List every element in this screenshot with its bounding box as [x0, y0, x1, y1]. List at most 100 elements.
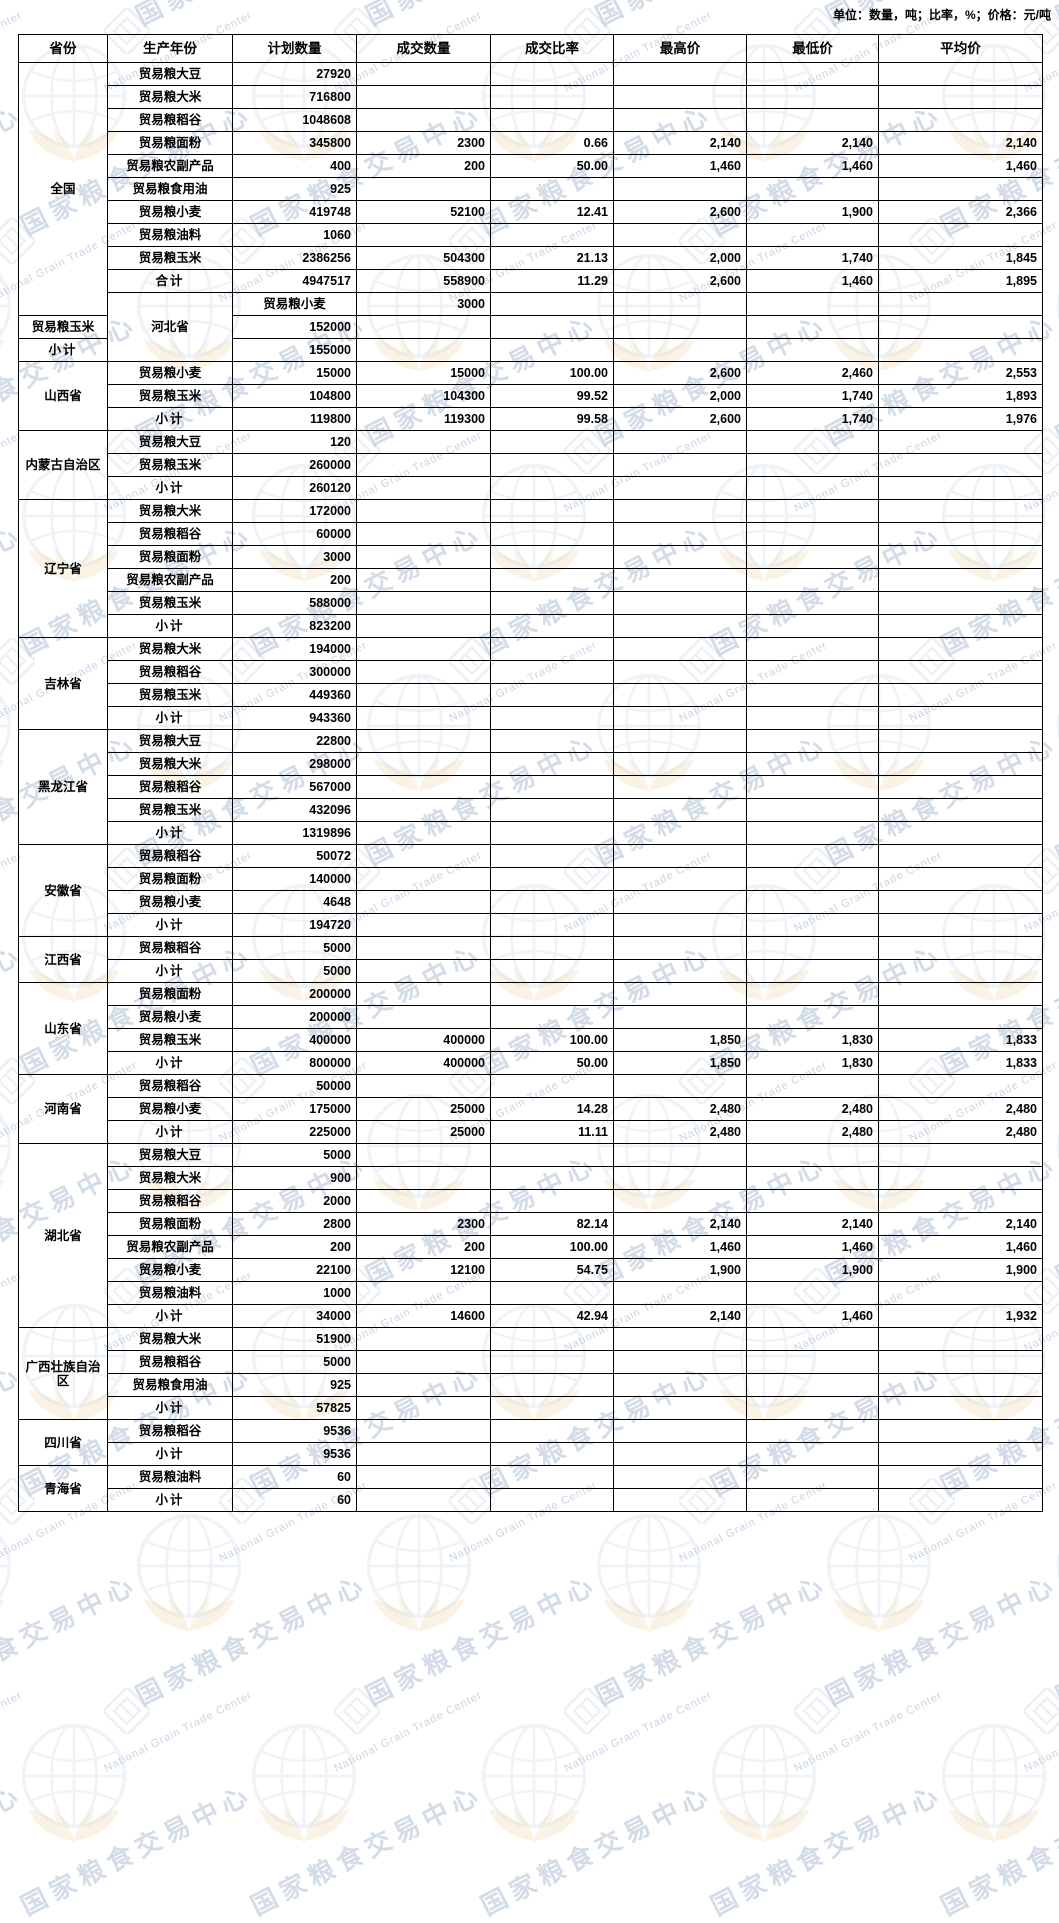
- cell-high-price: [614, 868, 747, 891]
- cell-deal-rate: [491, 730, 614, 753]
- cell-high-price: [614, 86, 747, 109]
- cell-plan-quantity: 3000: [233, 546, 357, 569]
- cell-deal-rate: 100.00: [491, 1029, 614, 1052]
- cell-avg-price: [879, 1282, 1043, 1305]
- cell-category: 贸易粮面粉: [108, 132, 233, 155]
- cell-deal-quantity: [357, 523, 491, 546]
- cell-plan-quantity: 119800: [233, 408, 357, 431]
- cell-category: 贸易粮农副产品: [108, 1236, 233, 1259]
- cell-province: 河北省: [108, 293, 233, 362]
- cell-avg-price: [879, 1489, 1043, 1512]
- watermark-cn-text: 国家粮食交易中心: [1049, 304, 1059, 453]
- cell-deal-rate: [491, 1006, 614, 1029]
- cell-low-price: [747, 1144, 879, 1167]
- watermark-cn-text: 国家粮食交易中心: [704, 1774, 949, 1923]
- cell-deal-rate: [491, 1374, 614, 1397]
- cell-deal-rate: [491, 776, 614, 799]
- cell-deal-quantity: [357, 1328, 491, 1351]
- cell-deal-quantity: [357, 845, 491, 868]
- watermark-cn-text: 国家粮食交易中心: [359, 1564, 604, 1713]
- cell-category: 小计: [108, 615, 233, 638]
- cell-low-price: [747, 1489, 879, 1512]
- cell-low-price: 1,830: [747, 1029, 879, 1052]
- cell-category: 贸易粮面粉: [108, 1213, 233, 1236]
- cell-deal-quantity: [357, 1190, 491, 1213]
- cell-low-price: [747, 1190, 879, 1213]
- cell-high-price: [614, 914, 747, 937]
- cell-deal-quantity: 200: [357, 155, 491, 178]
- watermark-wheat-icon: [827, 1582, 931, 1632]
- column-header-deal-qty: 成交数量: [357, 35, 491, 63]
- cell-high-price: [614, 822, 747, 845]
- cell-deal-quantity: [357, 1420, 491, 1443]
- cell-category: 贸易粮稻谷: [108, 109, 233, 132]
- cell-avg-price: [879, 776, 1043, 799]
- cell-province: 四川省: [19, 1420, 108, 1466]
- cell-deal-rate: [491, 615, 614, 638]
- cell-low-price: [747, 1420, 879, 1443]
- cell-category: 贸易粮玉米: [108, 592, 233, 615]
- cell-high-price: 2,140: [614, 1305, 747, 1328]
- cell-plan-quantity: 1048608: [233, 109, 357, 132]
- cell-high-price: 1,900: [614, 1259, 747, 1282]
- watermark-wheat-icon: [0, 1162, 11, 1212]
- cell-category: 贸易粮大米: [108, 638, 233, 661]
- cell-plan-quantity: 200: [233, 569, 357, 592]
- cell-low-price: 1,740: [747, 408, 879, 431]
- cell-high-price: [614, 845, 747, 868]
- watermark-globe-icon: [1053, 1510, 1059, 1622]
- cell-plan-quantity: 419748: [233, 201, 357, 224]
- cell-deal-quantity: [357, 316, 491, 339]
- watermark-emblem-icon: [334, 1688, 380, 1734]
- cell-low-price: [747, 1397, 879, 1420]
- cell-deal-quantity: 119300: [357, 408, 491, 431]
- cell-deal-rate: [491, 569, 614, 592]
- cell-deal-quantity: [357, 983, 491, 1006]
- cell-avg-price: [879, 799, 1043, 822]
- cell-province: 江西省: [19, 937, 108, 983]
- watermark-globe-icon: [478, 1720, 590, 1832]
- cell-plan-quantity: 432096: [233, 799, 357, 822]
- watermark-en-text: National Grain Trade Center: [1022, 1689, 1059, 1774]
- watermark-globe-icon: [0, 250, 15, 362]
- watermark-cn-text: 国家粮食交易中心: [1049, 1564, 1059, 1713]
- watermark-en-text: National Grain Trade Center: [792, 1689, 944, 1774]
- cell-plan-quantity: 925: [233, 178, 357, 201]
- cell-deal-rate: 100.00: [491, 1236, 614, 1259]
- cell-low-price: [747, 1075, 879, 1098]
- cell-deal-rate: 42.94: [491, 1305, 614, 1328]
- cell-high-price: 1,460: [614, 155, 747, 178]
- cell-category: 贸易粮大豆: [108, 63, 233, 86]
- column-header-province: 省份: [19, 35, 108, 63]
- cell-high-price: 1,850: [614, 1029, 747, 1052]
- cell-low-price: [747, 86, 879, 109]
- cell-plan-quantity: 449360: [233, 684, 357, 707]
- cell-low-price: 2,480: [747, 1098, 879, 1121]
- cell-deal-rate: [491, 546, 614, 569]
- cell-category: 贸易粮稻谷: [108, 661, 233, 684]
- cell-avg-price: [879, 454, 1043, 477]
- watermark-wheat-icon: [942, 1792, 1046, 1842]
- cell-avg-price: [879, 1006, 1043, 1029]
- cell-plan-quantity: 800000: [233, 1052, 357, 1075]
- cell-deal-quantity: [357, 1075, 491, 1098]
- cell-plan-quantity: 1000: [233, 1282, 357, 1305]
- cell-deal-rate: [491, 1328, 614, 1351]
- cell-high-price: [614, 638, 747, 661]
- cell-low-price: [747, 63, 879, 86]
- cell-deal-quantity: [357, 868, 491, 891]
- column-header-low-price: 最低价: [747, 35, 879, 63]
- cell-plan-quantity: 567000: [233, 776, 357, 799]
- watermark-cn-text: 国家粮食交易中心: [589, 0, 834, 33]
